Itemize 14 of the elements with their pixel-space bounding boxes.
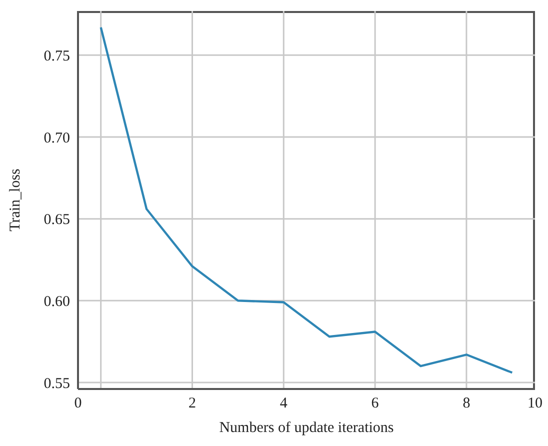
y-tick-label: 0.65 [44,212,70,228]
x-tick-label: 6 [371,396,380,412]
y-tick-label: 0.75 [44,48,70,65]
y-tick-label: 0.55 [44,376,70,392]
x-tick-label: 0 [74,396,82,412]
x-tick-label: 10 [528,396,542,412]
x-tick-label: 4 [280,396,288,412]
y-axis-title: Train_loss [7,168,24,232]
y-tick-label: 0.70 [44,130,70,146]
x-tick-label: 2 [188,396,196,412]
x-tick-label: 8 [462,396,470,412]
x-axis-title: Numbers of update iterations [219,420,394,436]
line-series [100,26,514,374]
y-tick-label: 0.60 [44,294,70,310]
